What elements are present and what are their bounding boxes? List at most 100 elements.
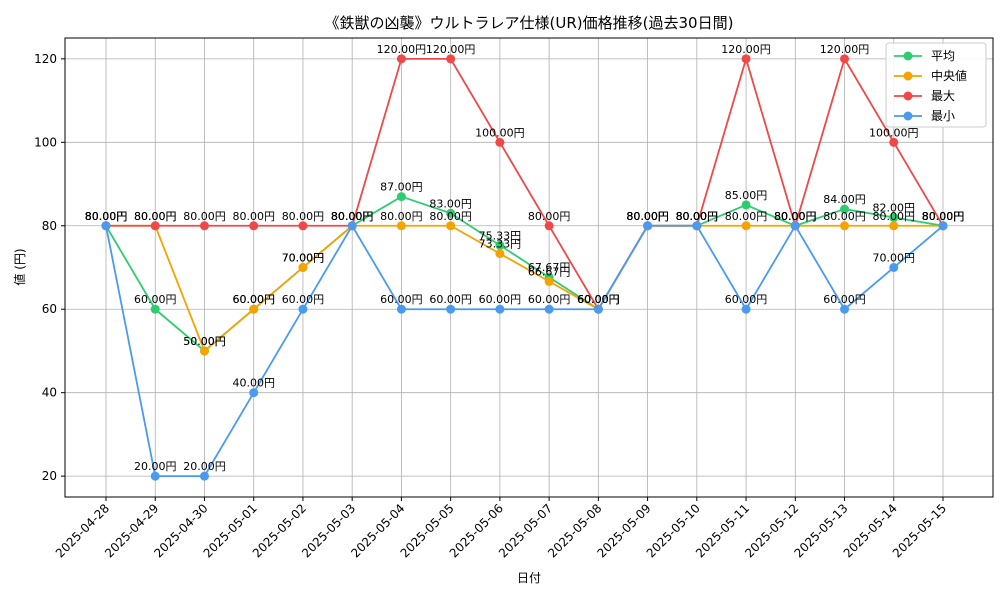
x-axis-ticks: 2025-04-282025-04-292025-04-302025-05-01… [53, 497, 949, 560]
data-label: 80.00円 [725, 210, 768, 223]
data-point [840, 304, 850, 314]
data-label: 60.00円 [577, 293, 620, 306]
data-label: 80.00円 [626, 210, 669, 223]
plot-frame [64, 37, 994, 498]
data-label: 60.00円 [577, 293, 620, 306]
data-label: 60.00円 [232, 293, 275, 306]
data-label: 60.00円 [380, 293, 423, 306]
data-label: 80.00円 [85, 210, 128, 223]
data-point [495, 240, 505, 250]
y-axis-ticks: 20 40 60 80 100 120 [34, 52, 65, 483]
data-point [790, 221, 800, 231]
data-point [741, 221, 751, 231]
data-point [150, 304, 160, 314]
data-point [446, 221, 456, 231]
data-point [889, 263, 899, 272]
data-label: 60.00円 [823, 293, 866, 306]
y-axis-label: 値 (円) [12, 248, 27, 285]
data-point [396, 54, 406, 64]
data-label: 80.00円 [774, 210, 817, 223]
legend-swatch-marker [903, 111, 913, 121]
data-point [741, 54, 751, 64]
data-label: 120.00円 [426, 43, 476, 56]
y-tick-label: 60 [42, 302, 57, 316]
data-label: 80.00円 [774, 210, 817, 223]
data-label: 120.00円 [721, 43, 771, 56]
data-label: 20.00円 [134, 460, 177, 473]
data-label: 80.00円 [676, 210, 719, 223]
data-label: 84.00円 [823, 193, 866, 206]
data-label: 80.00円 [282, 210, 325, 223]
data-label: 80.00円 [331, 210, 374, 223]
data-label: 100.00円 [869, 126, 919, 139]
series-1 [101, 221, 948, 356]
data-point [495, 304, 505, 314]
data-point [396, 304, 406, 314]
data-point [495, 249, 505, 259]
data-label: 80.00円 [922, 210, 965, 223]
data-label: 80.00円 [626, 210, 669, 223]
data-label: 75.33円 [479, 229, 522, 242]
y-tick-label: 40 [42, 386, 57, 400]
data-label: 73.33円 [479, 238, 522, 251]
data-label: 60.00円 [528, 293, 571, 306]
data-point [495, 137, 505, 147]
data-label: 80.00円 [331, 210, 374, 223]
legend-item: 最大 [894, 89, 955, 103]
data-label: 70.00円 [282, 252, 325, 265]
legend-item: 最小 [894, 109, 955, 123]
data-point [347, 221, 357, 231]
data-point [692, 221, 702, 231]
data-point [446, 54, 456, 64]
data-label: 80.00円 [626, 210, 669, 223]
data-point [199, 346, 209, 356]
data-label: 66.67円 [528, 265, 571, 278]
data-label: 80.00円 [774, 210, 817, 223]
data-point [446, 304, 456, 314]
data-label: 50.00円 [183, 335, 226, 348]
data-point [199, 221, 209, 231]
data-point [199, 471, 209, 481]
series-line [106, 224, 943, 353]
data-label: 67.67円 [528, 261, 571, 274]
data-label: 80.00円 [676, 210, 719, 223]
data-label: 60.00円 [479, 293, 522, 306]
chart-title: 《鉄獣の凶襲》ウルトラレア仕様(UR)価格推移(過去30日間) [325, 14, 734, 32]
y-tick-label: 80 [42, 219, 57, 233]
data-point [889, 221, 899, 231]
data-label: 80.00円 [85, 210, 128, 223]
data-point [446, 208, 456, 218]
data-point [544, 304, 554, 314]
data-label: 40.00円 [232, 377, 275, 390]
data-label: 82.00円 [873, 201, 916, 214]
data-point [840, 221, 850, 231]
data-label: 80.00円 [331, 210, 374, 223]
y-tick-label: 20 [42, 469, 57, 483]
data-label: 80.00円 [85, 210, 128, 223]
legend-item: 平均 [894, 49, 955, 63]
y-tick-label: 100 [34, 135, 57, 149]
legend-label: 平均 [931, 49, 955, 63]
data-point [150, 221, 160, 231]
data-point [249, 388, 259, 398]
data-label: 80.00円 [331, 210, 374, 223]
legend-label: 最大 [931, 89, 955, 103]
data-point [298, 263, 308, 272]
data-label: 80.00円 [134, 210, 177, 223]
data-point [249, 221, 259, 231]
data-label: 80.00円 [676, 210, 719, 223]
data-point [741, 304, 751, 314]
series-layer [101, 54, 948, 481]
legend-item: 中央値 [894, 68, 967, 83]
data-point [643, 221, 653, 231]
series-line [106, 55, 944, 311]
data-label: 120.00円 [377, 43, 427, 56]
data-label: 80.00円 [823, 210, 866, 223]
data-label: 80.00円 [626, 210, 669, 223]
data-point [101, 221, 111, 231]
data-point [150, 471, 160, 481]
data-label: 80.00円 [232, 210, 275, 223]
